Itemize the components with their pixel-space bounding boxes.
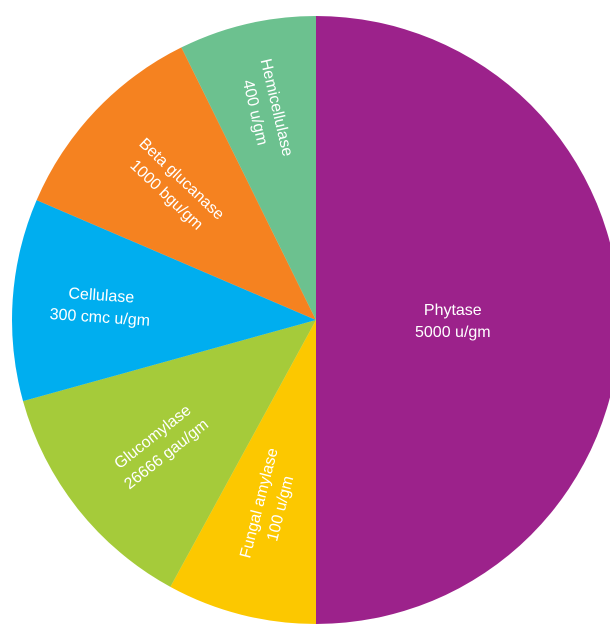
pie-label-phytase: Phytase 5000 u/gm [415, 302, 491, 341]
pie-slice-cellulase [11, 200, 316, 402]
slice-value-label: 5000 u/gm [415, 324, 491, 341]
pie-slice-glucomylase [23, 320, 317, 587]
pie-slice-beta-glucanase [36, 47, 317, 321]
pie-slice-hemicellulase [181, 16, 316, 320]
slice-name-label: Phytase [424, 302, 482, 319]
slice-value-label: 300 cmc u/gm [49, 306, 150, 330]
pie-slice-phytase [316, 16, 610, 624]
slice-name-label: Cellulase [68, 285, 135, 306]
pie-slice-fungal-amylase [170, 320, 316, 624]
pie-slices [11, 16, 610, 624]
